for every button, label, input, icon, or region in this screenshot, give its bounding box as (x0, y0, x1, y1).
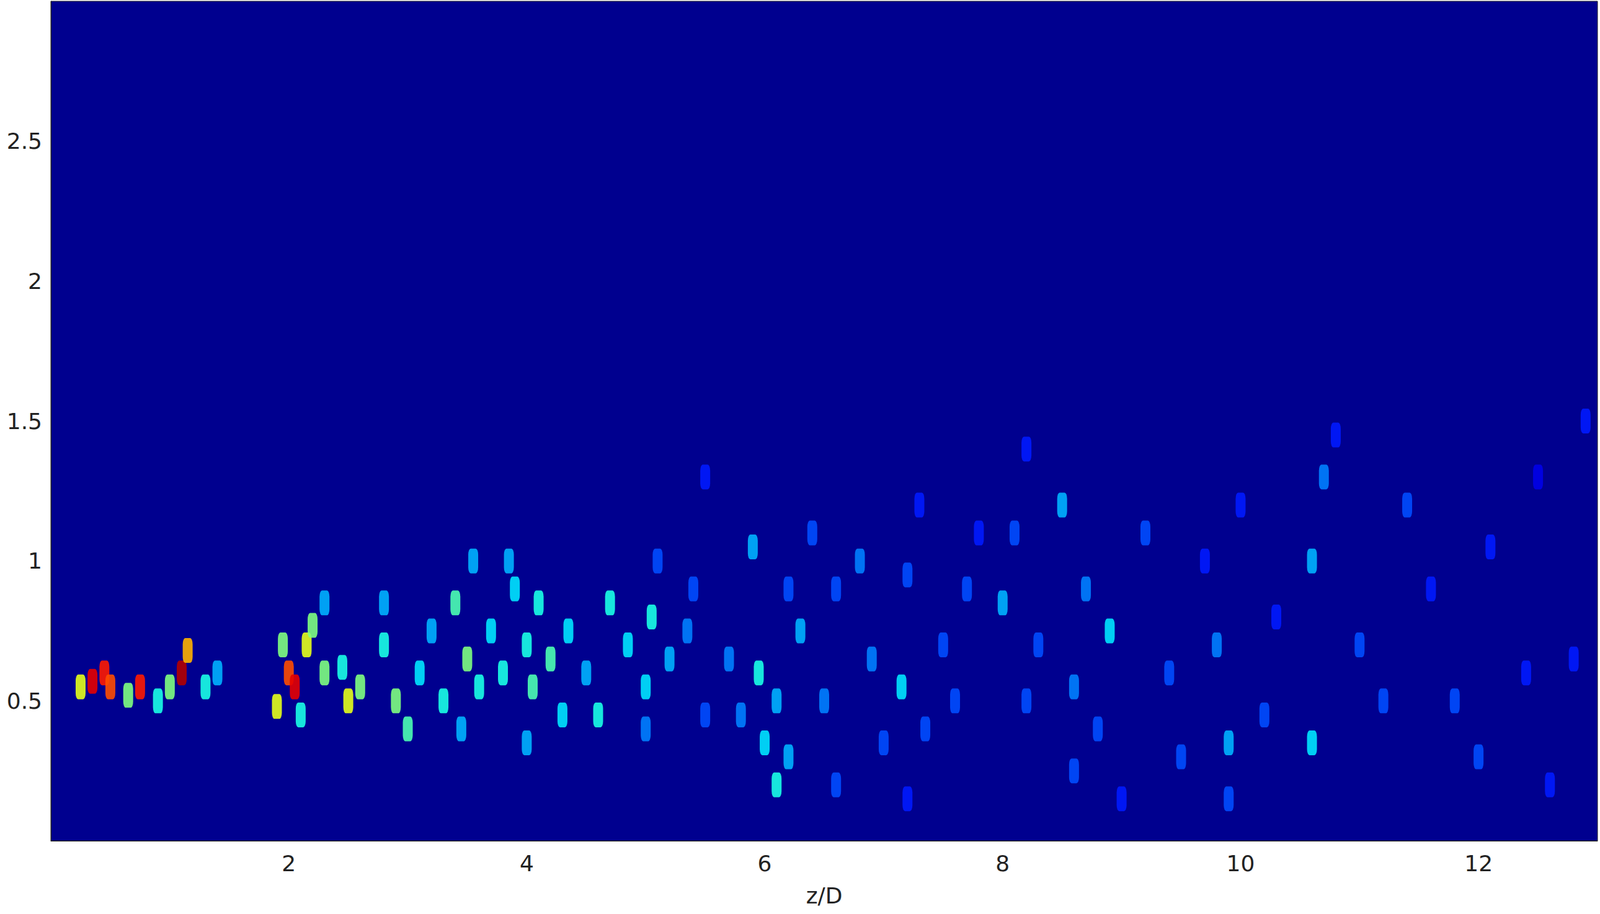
svg-text:1.5: 1.5 (6, 408, 43, 435)
svg-text:6: 6 (757, 850, 773, 877)
svg-text:2.5: 2.5 (6, 128, 43, 154)
svg-text:12: 12 (1464, 850, 1493, 877)
svg-text:10: 10 (1226, 850, 1256, 877)
svg-text:z/D: z/D (806, 883, 843, 909)
svg-text:1: 1 (27, 548, 43, 574)
svg-text:4: 4 (519, 850, 534, 877)
svg-text:0.5: 0.5 (6, 688, 43, 714)
svg-text:8: 8 (995, 850, 1010, 877)
svg-text:2: 2 (281, 850, 296, 877)
svg-text:2: 2 (27, 268, 43, 294)
